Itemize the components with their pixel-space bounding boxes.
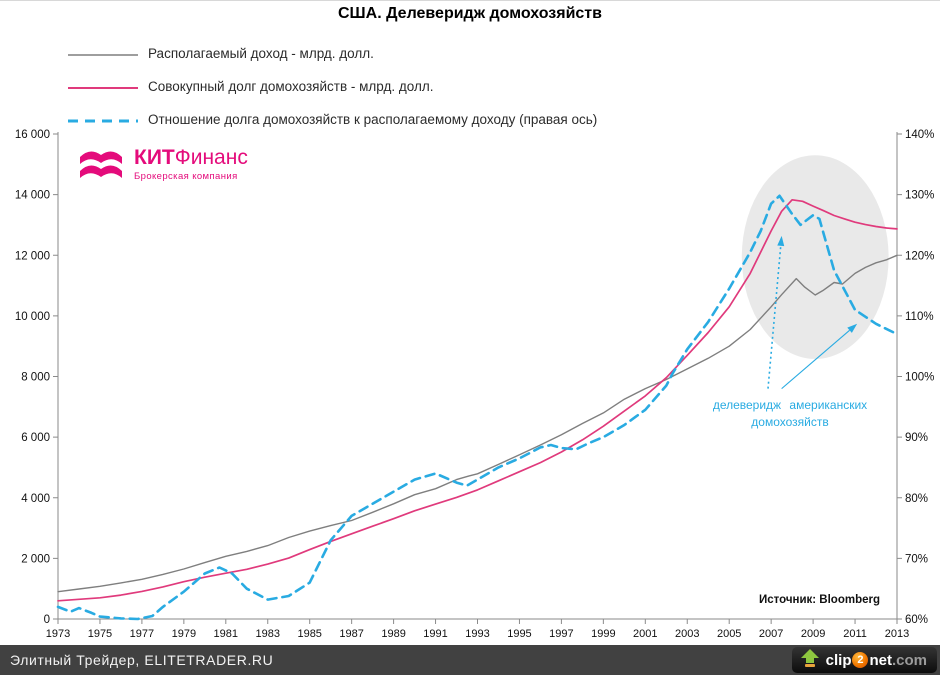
legend-line-sample xyxy=(68,78,138,96)
left-axis-tick-label: 0 xyxy=(44,614,50,626)
series-line-2 xyxy=(56,194,899,621)
x-axis-tick-label: 1977 xyxy=(130,628,154,640)
right-axis-tick-label: 80% xyxy=(905,493,928,505)
series-line-0 xyxy=(57,254,898,593)
right-axis-tick-label: 60% xyxy=(905,614,928,626)
x-axis-tick-label: 1975 xyxy=(88,628,112,640)
left-axis-tick-label: 10 000 xyxy=(15,311,50,323)
right-axis-tick-label: 140% xyxy=(905,129,934,141)
clip2net-logo[interactable]: clip 2 net .com xyxy=(791,647,937,673)
x-axis-tick-label: 1989 xyxy=(381,628,405,640)
chart-region: 0 2 000 4 000 6 000 8 000 10 000 12 000 14 000 1… xyxy=(0,0,940,640)
annotation-arrowhead-0 xyxy=(777,235,785,247)
right-axis-tick-label: 110% xyxy=(905,311,934,323)
left-axis-tick-label: 16 000 xyxy=(15,129,50,141)
x-axis-tick-label: 1987 xyxy=(339,628,363,640)
x-axis-tick-label: 1997 xyxy=(549,628,573,640)
kit-finance-name: КИТФинанс xyxy=(134,146,248,169)
x-axis-tick-label: 1993 xyxy=(465,628,489,640)
x-axis-tick-label: 2007 xyxy=(759,628,783,640)
right-axis-tick-label: 90% xyxy=(905,432,928,444)
x-axis-tick-label: 2003 xyxy=(675,628,699,640)
kit-finance-wings-icon xyxy=(78,147,124,188)
x-axis-tick-label: 2011 xyxy=(843,628,867,640)
legend-label: Располагаемый доход - млрд. долл. xyxy=(148,46,374,61)
highlight-ellipse xyxy=(741,155,889,359)
x-axis-tick-label: 2009 xyxy=(801,628,825,640)
right-axis-tick-label: 100% xyxy=(905,372,934,384)
x-axis-tick-label: 1973 xyxy=(46,628,70,640)
x-axis-tick-label: 1979 xyxy=(172,628,196,640)
legend-label: Отношение долга домохозяйств к располага… xyxy=(148,112,598,127)
x-axis-tick-label: 1983 xyxy=(256,628,280,640)
source-label: Источник: Bloomberg xyxy=(758,594,880,606)
legend-line-sample xyxy=(68,111,138,129)
x-axis-tick-label: 2005 xyxy=(717,628,741,640)
upload-arrow-icon xyxy=(800,648,820,672)
left-axis-tick-label: 12 000 xyxy=(15,250,50,262)
kit-finance-subtitle: Брокерская компания xyxy=(134,171,238,182)
x-axis-tick-label: 1981 xyxy=(214,628,238,640)
series-line-1 xyxy=(57,198,898,602)
x-axis-tick-label: 1995 xyxy=(507,628,531,640)
clip2net-text-two: 2 xyxy=(852,652,869,668)
annotation-arrowhead-1 xyxy=(847,323,858,333)
x-axis-tick-label: 1985 xyxy=(297,628,321,640)
kit-finance-logo: КИТФинанс Брокерская компания xyxy=(78,147,248,188)
right-axis-tick-label: 120% xyxy=(905,250,934,262)
clip2net-text-net: net xyxy=(869,651,892,669)
left-axis-tick-label: 8 000 xyxy=(21,372,50,384)
x-axis-tick-label: 1991 xyxy=(423,628,447,640)
clip2net-text-com: .com xyxy=(891,651,927,669)
footer-bar: Элитный Трейдер, ELITETRADER.RU clip 2 n… xyxy=(0,645,940,675)
left-axis-tick-label: 6 000 xyxy=(21,432,50,444)
annotation-line-1: делеверидж американских xyxy=(712,398,868,412)
legend-item-0: Располагаемый доход - млрд. долл. xyxy=(68,37,597,70)
footer-credit: Элитный Трейдер, ELITETRADER.RU xyxy=(10,652,274,668)
legend-label: Совокупный долг домохозяйств - млрд. дол… xyxy=(148,79,434,94)
legend-item-1: Совокупный долг домохозяйств - млрд. дол… xyxy=(68,70,597,103)
legend-line-sample xyxy=(68,45,138,63)
chart-plot: 0 2 000 4 000 6 000 8 000 10 000 12 000 14 000 1… xyxy=(15,129,935,640)
annotation-arrow-0 xyxy=(767,245,782,389)
clip2net-text-clip: clip xyxy=(825,651,852,669)
right-axis-tick-label: 130% xyxy=(905,190,934,202)
annotation-line-2: домохозяйств xyxy=(751,415,829,429)
left-axis-tick-label: 14 000 xyxy=(15,190,50,202)
left-axis-tick-label: 2 000 xyxy=(21,553,50,565)
chart-legend: Располагаемый доход - млрд. долл. Совокуп… xyxy=(68,37,597,136)
deleveraging-annotation: делеверидж американских домохозяйств xyxy=(700,397,880,431)
chart-title: США. Делеверидж домохозяйств xyxy=(338,5,602,22)
annotation-arrow-1 xyxy=(781,329,850,390)
left-axis-tick-label: 4 000 xyxy=(21,493,50,505)
x-axis-tick-label: 2013 xyxy=(885,628,909,640)
legend-item-2: Отношение долга домохозяйств к располага… xyxy=(68,103,597,136)
x-axis-tick-label: 2001 xyxy=(633,628,657,640)
right-axis-tick-label: 70% xyxy=(905,553,928,565)
x-axis-tick-label: 1999 xyxy=(591,628,615,640)
